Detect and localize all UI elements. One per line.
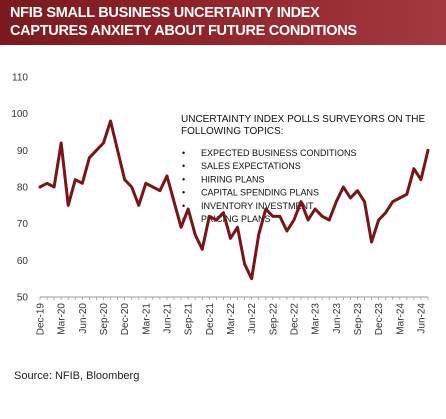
annotation-item: HIRING PLANS [201,174,265,184]
chart-title-line-2: CAPTURES ANXIETY ABOUT FUTURE CONDITIONS [10,23,357,39]
topics-annotation: UNCERTAINTY INDEX POLLS SURVEYORS ON THE… [181,114,425,224]
x-tick-label: Dec-23 [374,303,385,336]
annotation-heading-line-1: UNCERTAINTY INDEX POLLS SURVEYORS ON THE [181,114,425,125]
x-tick-label: Jun-23 [332,303,343,334]
annotation-item: SALES EXPECTATIONS [201,161,301,171]
annotation-heading-line-2: FOLLOWING TOPICS: [181,126,283,137]
bullet-icon: • [182,188,185,198]
annotation-item: CAPITAL SPENDING PLANS [201,188,319,198]
x-tick-label: Jun-24 [416,303,427,334]
x-tick-label: Mar-23 [311,303,322,335]
x-tick-label: Sep-20 [99,303,110,336]
x-tick-label: Mar-22 [226,303,237,335]
bullet-icon: • [182,201,185,211]
bullet-icon: • [182,174,185,184]
x-tick-label: Dec-22 [289,303,300,336]
x-tick-label: Dec-20 [120,303,131,336]
x-tick-label: Sep-23 [353,303,364,336]
x-tick-label: Sep-21 [184,303,195,336]
x-tick-label: Jun-22 [247,303,258,334]
title-banner: NFIB SMALL BUSINESS UNCERTAINTY INDEX CA… [0,0,446,45]
annotation-item: INVENTORY INVESTMENT [201,201,314,211]
y-tick-label: 50 [17,293,29,304]
x-tick-label: Sep-22 [268,303,279,336]
y-tick-label: 110 [12,73,28,84]
x-tick-label: Mar-20 [57,303,68,335]
annotation-item: PRICING PLANS [201,214,271,224]
uncertainty-index-line [38,119,430,281]
chart-series [38,119,430,281]
chart-axes: 50 60 70 80 90 100 110 Dec-19 Mar-20 Jun-20 Sep-20… [11,73,429,336]
chart-title-line-1: NFIB SMALL BUSINESS UNCERTAINTY INDEX [10,5,320,21]
y-tick-label: 80 [17,183,29,194]
y-tick-label: 100 [11,109,28,120]
bullet-icon: • [182,161,185,171]
y-tick-label: 90 [17,146,29,157]
x-tick-label: Dec-21 [205,303,216,336]
x-tick-label: Mar-21 [141,303,152,335]
x-tick-label: Dec-19 [36,303,47,336]
y-tick-label: 60 [17,256,29,267]
x-tick-label: Mar-24 [395,303,406,335]
x-tick-label: Jun-21 [162,303,173,334]
y-tick-label: 70 [17,219,29,230]
bullet-icon: • [182,148,185,158]
annotation-item: EXPECTED BUSINESS CONDITIONS [201,148,357,158]
source-note: Source: NFIB, Bloomberg [14,370,140,382]
chart-title: NFIB SMALL BUSINESS UNCERTAINTY INDEX CA… [10,4,440,40]
line-chart: 50 60 70 80 90 100 110 Dec-19 Mar-20 Jun-20 Sep-20… [11,73,430,336]
x-tick-label: Jun-20 [78,303,89,334]
